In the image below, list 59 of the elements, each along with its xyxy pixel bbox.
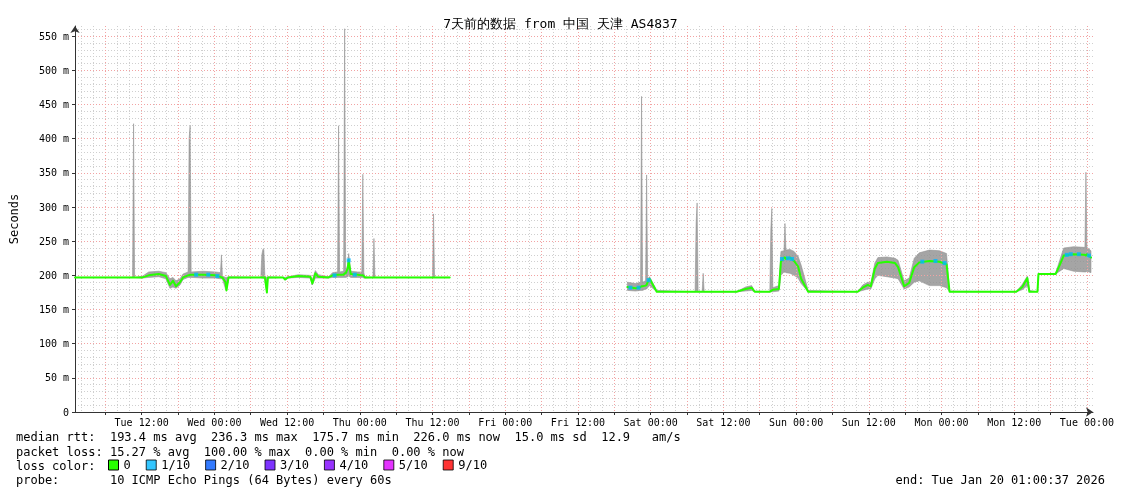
y-tick-label: 350 m — [38, 167, 69, 179]
y-tick-label: 550 m — [38, 30, 69, 42]
x-tick-label: Sun 00:00 — [768, 416, 824, 428]
point — [933, 259, 938, 264]
x-tick-label: Tue 00:00 — [1059, 416, 1115, 428]
x-tick-label: Fri 00:00 — [478, 416, 533, 428]
x-tick-label: Mon 12:00 — [987, 416, 1042, 428]
point — [206, 272, 211, 277]
x-tick-label: Sat 12:00 — [696, 416, 751, 428]
y-tick-label: 150 m — [38, 304, 69, 316]
legend-label: 0 — [123, 458, 131, 472]
x-tick-label: Mon 00:00 — [914, 416, 969, 428]
legend-label: 3/10 — [280, 458, 309, 472]
x-tick-label: Tue 12:00 — [114, 416, 169, 428]
y-tick-label: 0 — [62, 406, 69, 418]
x-tick-label: Sat 00:00 — [623, 416, 678, 428]
x-tick-label: Thu 00:00 — [332, 416, 387, 428]
legend-label: 5/10 — [398, 458, 428, 472]
point — [920, 259, 925, 264]
point — [628, 285, 633, 290]
legend-title: loss color: — [16, 459, 96, 473]
text: median rtt: 193.4 ms avg 236.3 ms max 175.7 ms min 226.0 ms now 15.0 ms sd 12.9 am/s — [16, 430, 681, 444]
text: end: Tue Jan 20 01:00:37 2026 — [895, 473, 1105, 487]
point — [646, 278, 651, 283]
x-tick-label: Fri 12:00 — [550, 416, 606, 428]
x-tick-label: Wed 12:00 — [259, 416, 315, 428]
point — [194, 272, 199, 277]
y-tick-label: 50 m — [44, 372, 69, 384]
x-tick-label: Sun 12:00 — [841, 416, 896, 428]
legend-label: 9/10 — [458, 458, 488, 472]
legend-label: 2/10 — [220, 458, 250, 472]
y-tick-label: 250 m — [38, 235, 69, 247]
point — [636, 285, 641, 290]
y-tick-label: 500 m — [38, 64, 69, 76]
legend-label: 1/10 — [161, 458, 191, 472]
point — [942, 261, 947, 266]
point — [1076, 252, 1081, 257]
y-tick-label: 200 m — [38, 269, 69, 281]
y-tick-label: 400 m — [38, 133, 69, 145]
point — [332, 273, 337, 278]
legend-label: 4/10 — [339, 458, 369, 472]
y-tick-label: 300 m — [38, 201, 69, 213]
point — [346, 258, 351, 263]
point — [1068, 252, 1073, 257]
y-tick-label: 450 m — [38, 99, 69, 111]
point — [786, 256, 790, 261]
chart-title: 7天前的数据 from 中国 天津 AS4837 — [443, 16, 678, 31]
y-axis-title: Seconds — [7, 193, 21, 245]
point — [352, 272, 357, 277]
x-tick-label: Wed 00:00 — [187, 416, 242, 428]
point — [1086, 253, 1091, 258]
point — [215, 274, 220, 279]
y-tick-label: 100 m — [38, 338, 69, 350]
text: packet loss: 15.27 % avg 100.00 % max 0.00 % min 0.00 % now — [16, 445, 464, 459]
point — [790, 256, 795, 261]
point — [779, 256, 784, 261]
text: probe: 10 ICMP Echo Pings (64 Bytes) every 60s — [16, 473, 392, 487]
point — [1064, 252, 1069, 257]
x-tick-label: Thu 12:00 — [405, 416, 460, 428]
